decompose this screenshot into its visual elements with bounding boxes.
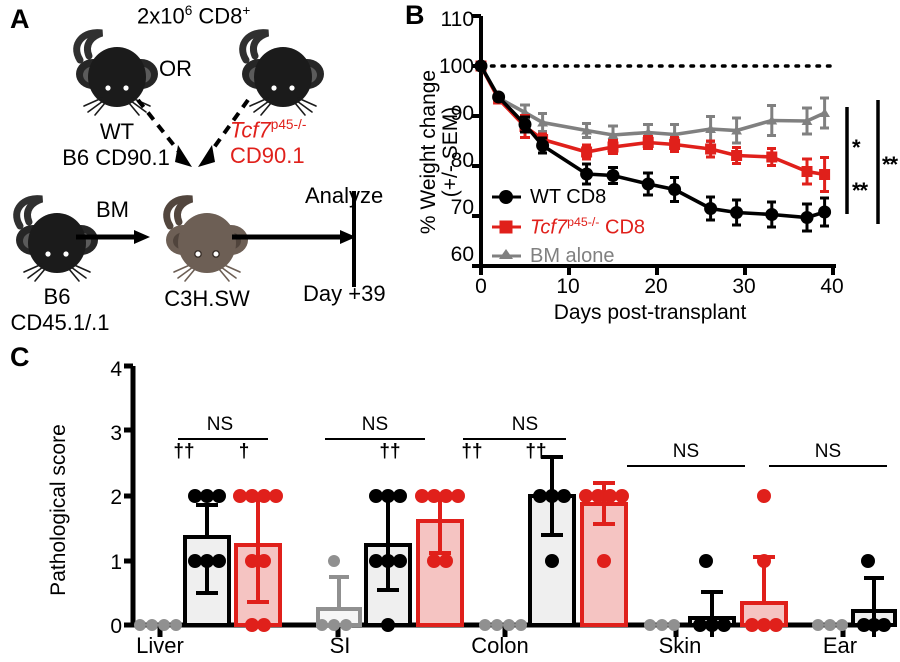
panel-c-ytick-2: 2 [110, 486, 122, 509]
mouse-icon-wt [73, 29, 158, 116]
panel-c-ytick-1: 1 [110, 551, 122, 574]
panel-b-plot [472, 14, 880, 275]
panel-b-ytick-70: 70 [450, 196, 474, 219]
panel-c-ytick-3: 3 [110, 422, 122, 445]
panel-b: B % Weight change (+/- SEM) 110 100 90 8… [400, 0, 900, 340]
panel-a-letter: A [10, 4, 30, 34]
panel-c-cat-si: SI [329, 633, 351, 658]
panel-c-ns-liver: NS [206, 414, 234, 435]
panel-c-cat-liver: Liver [136, 633, 184, 658]
panel-b-xlabel: Days post-transplant [553, 301, 747, 324]
analyze-label: Analyze [305, 183, 384, 208]
legend-label-tcf7-sup: p45-/- [567, 215, 600, 229]
donor-wt-line2: B6 CD90.1 [62, 145, 170, 170]
panel-c: C Pathological score 4 3 2 1 0 Liver SI … [0, 340, 900, 662]
dashed-arrows [136, 98, 250, 167]
group-liver [134, 489, 283, 632]
panel-c-nsbar-ear [769, 465, 887, 467]
legend-label-tcf7-gene: Tcf7 [530, 216, 568, 239]
group-skin [644, 489, 788, 637]
panel-b-xtick-40: 40 [820, 275, 844, 298]
dose-base: 2x10 [137, 3, 185, 29]
legend-label-wt: WT CD8 [530, 186, 607, 208]
panel-c-dagger-liver-black: †† [173, 441, 195, 462]
panel-c-ytick-0: 0 [110, 615, 122, 638]
or-label: OR [159, 56, 192, 81]
panel-c-cat-skin: Skin [658, 633, 702, 658]
panel-b-significance-brackets [845, 100, 880, 224]
panel-b-ytick-110: 110 [440, 8, 474, 31]
panel-c-nsbar-colon [463, 438, 566, 440]
panel-c-ns-colon: NS [511, 414, 539, 435]
panel-b-xtick-10: 10 [556, 275, 580, 298]
donor-ko-gene: Tcf7p45-/- [230, 117, 307, 143]
panel-c-ns-si: NS [361, 414, 389, 435]
dose-suffix: CD8 [192, 3, 243, 29]
legend-label-bm: BM alone [530, 245, 615, 267]
panel-c-nsbar-skin [627, 465, 745, 467]
sig-star-tcf7-vs-wt: ** [852, 178, 868, 203]
bm-arrow-icon [76, 230, 150, 244]
day-label: Day +39 [303, 281, 386, 306]
dose-label: 2x106 CD8+ [137, 3, 251, 29]
panel-b-ytick-80: 80 [450, 149, 474, 172]
group-ear [812, 554, 897, 637]
mouse-icon-c3hsw [163, 195, 248, 282]
panel-b-ytick-100: 100 [438, 55, 474, 78]
panel-b-legend-markers [492, 190, 521, 259]
panel-c-ear-red [0, 340, 900, 662]
mouse-icon-ko [239, 29, 324, 116]
source-line2: CD45.1/.1 [10, 310, 110, 335]
panel-b-xtick-30: 30 [732, 275, 756, 298]
panel-c-cat-colon: Colon [471, 633, 529, 658]
mouse-icon-b6 [13, 195, 98, 282]
analyze-timepoint-line [352, 191, 356, 287]
panel-c-nsbar-liver [178, 438, 268, 440]
group-colon [479, 455, 629, 631]
donor-ko-gene-name: Tcf7 [230, 117, 271, 143]
panel-b-xtick-0: 0 [475, 275, 487, 298]
analyze-arrow-icon [232, 230, 356, 244]
source-line1: B6 [43, 284, 71, 309]
bm-label: BM [96, 197, 129, 222]
panel-c-letter: C [10, 342, 30, 372]
donor-ko-line2: CD90.1 [230, 143, 305, 168]
panel-c-dagger-si-red: †† [379, 441, 401, 462]
panel-b-letter: B [405, 0, 425, 30]
panel-b-ytick-90: 90 [450, 102, 474, 125]
panel-b-xtick-20: 20 [644, 275, 668, 298]
panel-c-cat-ear: Ear [822, 633, 858, 658]
panel-c-ns-ear: NS [814, 441, 842, 462]
group-si [316, 489, 465, 632]
donor-ko-gene-sup: p45-/- [270, 117, 307, 132]
legend-label-tcf7: Tcf7p45-/- CD8 [530, 215, 645, 240]
dose-plus: + [242, 3, 251, 18]
sig-star-bm-vs-wt: ** [882, 152, 898, 177]
legend-label-tcf7-rest: CD8 [599, 216, 646, 239]
panel-c-dagger-liver-red: † [238, 441, 250, 462]
panel-c-nsbar-si [325, 438, 425, 440]
sig-star-bm-vs-tcf7: * [852, 135, 861, 160]
panel-c-dagger-colon-black: †† [461, 441, 483, 462]
panel-c-ns-skin: NS [672, 441, 700, 462]
panel-c-plot [124, 363, 897, 637]
dose-exponent: 6 [184, 3, 193, 18]
panel-a: A 2x106 CD8+ WT B6 CD90.1 OR [0, 0, 400, 340]
panel-c-ytick-4: 4 [110, 358, 122, 381]
recipient-label: C3H.SW [164, 286, 250, 311]
panel-b-ytick-60: 60 [450, 243, 474, 266]
series-wt-cd8 [474, 59, 832, 233]
donor-wt-line1: WT [99, 119, 135, 144]
